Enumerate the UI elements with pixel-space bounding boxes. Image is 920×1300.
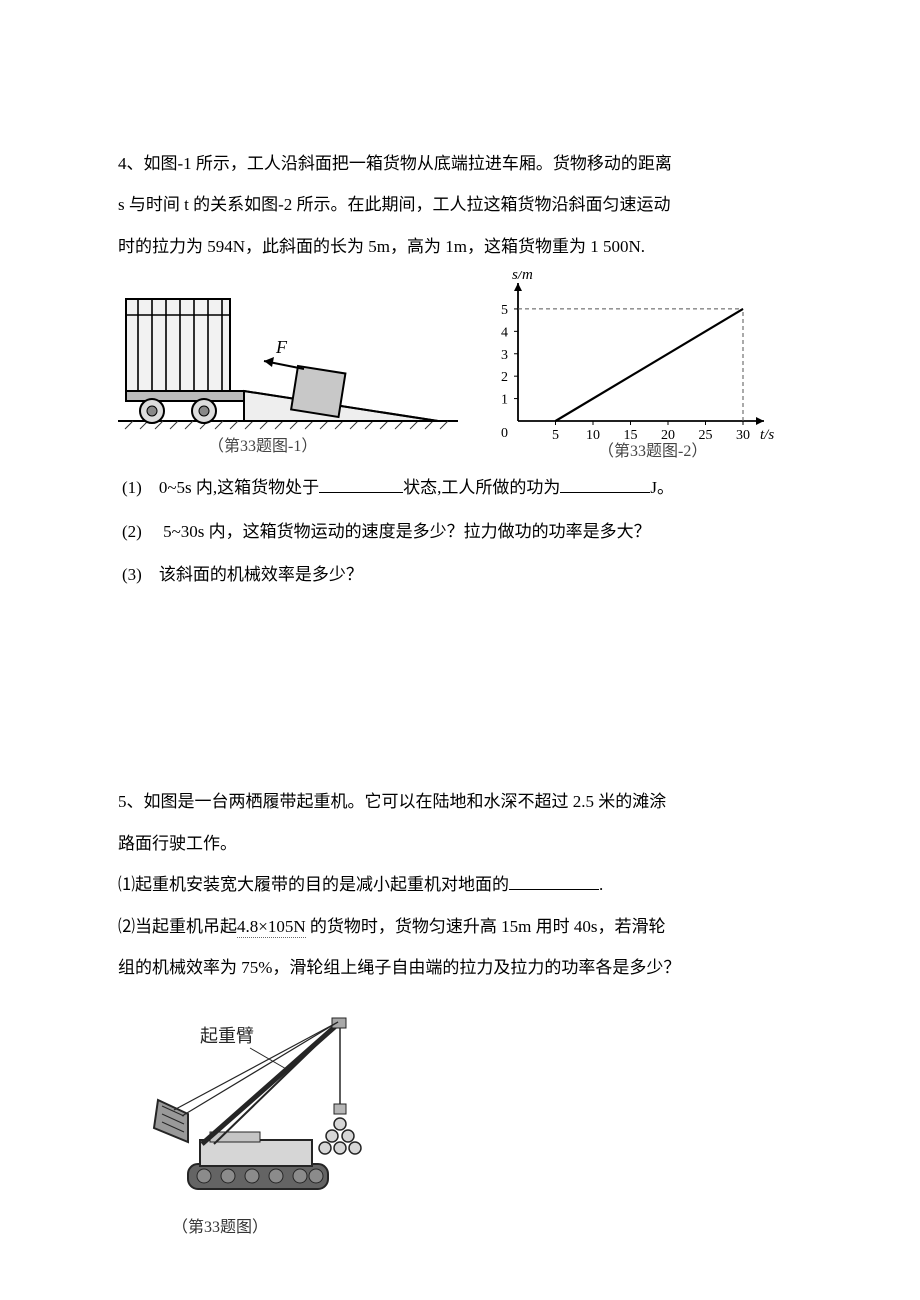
q4-sub1-b: 状态,工人所做的功为 (403, 478, 560, 497)
q4-line1: 4、如图-1 所示，工人沿斜面把一箱货物从底端拉进车厢。货物移动的距离 (118, 145, 800, 182)
blank-pressure (509, 871, 599, 890)
q5-line1: 5、如图是一台两栖履带起重机。它可以在陆地和水深不超过 2.5 米的滩涂 (118, 783, 800, 820)
svg-text:5: 5 (552, 428, 559, 443)
svg-text:（第33题图-2）: （第33题图-2） (598, 442, 707, 460)
blank-state (319, 474, 403, 493)
q5-sub2-line2: 组的机械效率为 75%，滑轮组上绳子自由端的拉力及拉力的功率各是多少？ (118, 949, 800, 986)
question-5: 5、如图是一台两栖履带起重机。它可以在陆地和水深不超过 2.5 米的滩涂 路面行… (118, 783, 800, 1245)
q5-sub1-a: ⑴起重机安装宽大履带的目的是减小起重机对地面的 (118, 875, 509, 894)
q4-sub1-a: (1) 0~5s 内,这箱货物处于 (122, 478, 319, 497)
svg-text:起重臂: 起重臂 (200, 1026, 254, 1046)
q4-sub3: (3) 该斜面的机械效率是多少？ (122, 556, 800, 593)
q4-fig1-caption: （第33题图-1） (208, 437, 317, 455)
q4-figure-2: 1 2 3 4 5 5 10 15 20 25 30 0 s/m t/s （第33题图-2） (478, 271, 788, 461)
svg-text:4: 4 (501, 326, 508, 341)
q4-sub2: (2) 5~30s 内，这箱货物运动的速度是多少？拉力做功的功率是多大？ (122, 513, 800, 550)
q5-line2: 路面行驶工作。 (118, 825, 800, 862)
q5-fig-caption: （第33题图） (128, 1210, 388, 1245)
svg-text:10: 10 (586, 428, 600, 443)
q4-line3: 时的拉力为 594N，此斜面的长为 5m，高为 1m，这箱货物重为 1 500N… (118, 228, 800, 265)
q4-line2: s 与时间 t 的关系如图-2 所示。在此期间，工人拉这箱货物沿斜面匀速运动 (118, 186, 800, 223)
q5-sub2-b: 的货物时，货物匀速升高 15m 用时 40s，若滑轮 (306, 917, 666, 936)
q5-sub1: ⑴起重机安装宽大履带的目的是减小起重机对地面的. (118, 866, 800, 903)
svg-text:t/s: t/s (760, 427, 774, 443)
q5-sub1-b: . (599, 875, 603, 894)
q5-figure-wrap: 起重臂 （第33题图） (128, 1004, 800, 1245)
svg-text:5: 5 (501, 303, 508, 318)
svg-text:F: F (275, 337, 288, 357)
svg-text:0: 0 (501, 426, 508, 441)
q5-sub2-a: ⑵当起重机吊起 (118, 917, 237, 936)
svg-text:25: 25 (699, 428, 713, 443)
q4-figures: F （第33题图-1） 1 2 3 4 5 5 10 15 20 25 30 0 s/m t/s （第33题… (118, 271, 800, 461)
q4-figure-1: F （第33题图-1） (118, 271, 458, 461)
q4-sub1-c: J。 (650, 478, 674, 497)
svg-text:s/m: s/m (512, 271, 533, 283)
svg-text:1: 1 (501, 393, 508, 408)
svg-text:20: 20 (661, 428, 675, 443)
q5-sub2-line1: ⑵当起重机吊起4.8×105N 的货物时，货物匀速升高 15m 用时 40s，若… (118, 908, 800, 945)
question-4: 4、如图-1 所示，工人沿斜面把一箱货物从底端拉进车厢。货物移动的距离 s 与时… (118, 145, 800, 593)
svg-text:30: 30 (736, 428, 750, 443)
svg-text:3: 3 (501, 348, 508, 363)
svg-text:15: 15 (624, 428, 638, 443)
svg-text:2: 2 (501, 370, 508, 385)
blank-work (560, 474, 650, 493)
q4-sub1: (1) 0~5s 内,这箱货物处于 状态,工人所做的功为 J。 (122, 469, 800, 506)
q5-sub2-val: 4.8×105N (237, 917, 306, 938)
q5-figure: 起重臂 (128, 1004, 388, 1214)
